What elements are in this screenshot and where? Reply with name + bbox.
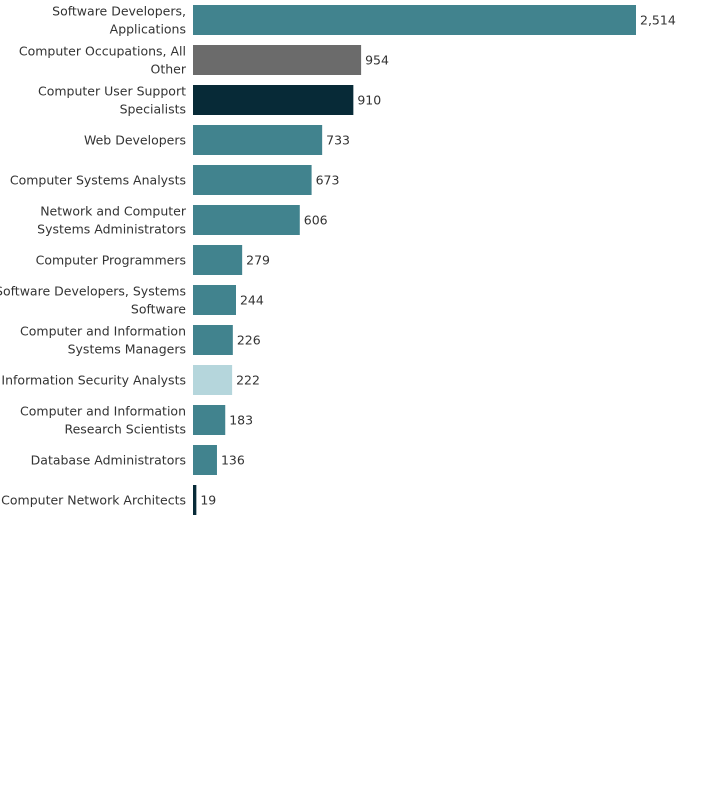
bar xyxy=(193,165,312,195)
value-label: 226 xyxy=(237,333,261,348)
bar xyxy=(193,45,362,75)
value-label: 733 xyxy=(326,133,350,148)
bar xyxy=(193,405,226,435)
value-label: 19 xyxy=(200,493,216,508)
value-label: 136 xyxy=(221,453,245,468)
category-label: Database Administrators xyxy=(31,453,186,468)
category-label: Computer Network Architects xyxy=(1,493,186,508)
category-label: Software Developers, Applications xyxy=(52,4,186,37)
value-label: 673 xyxy=(316,173,340,188)
value-label: 183 xyxy=(229,413,253,428)
bar xyxy=(193,445,217,475)
bar xyxy=(193,485,197,515)
bar xyxy=(193,205,300,235)
category-label: Computer Systems Analysts xyxy=(10,173,186,188)
value-label: 910 xyxy=(357,93,381,108)
bar xyxy=(193,125,323,155)
bar xyxy=(193,285,236,315)
category-label: Software Developers, Systems Software xyxy=(0,284,186,317)
bar xyxy=(193,365,233,395)
bar xyxy=(193,5,636,35)
category-label: Network and Computer Systems Administrato… xyxy=(37,204,187,237)
value-label: 279 xyxy=(246,253,270,268)
value-label: 954 xyxy=(365,53,389,68)
value-label: 606 xyxy=(304,213,328,228)
value-label: 222 xyxy=(236,373,260,388)
category-label: Information Security Analysts xyxy=(1,373,186,388)
category-label: Computer User Support Specialists xyxy=(38,84,186,117)
bar xyxy=(193,245,243,275)
category-label: Computer Occupations, All Other xyxy=(19,44,187,77)
category-label: Web Developers xyxy=(84,133,186,148)
category-label: Computer and Information Research Scienti… xyxy=(20,404,186,437)
category-label: Computer and Information Systems Managers xyxy=(20,324,186,357)
bar xyxy=(193,85,354,115)
value-label: 2,514 xyxy=(640,13,676,28)
bar xyxy=(193,325,233,355)
category-label: Computer Programmers xyxy=(36,253,186,268)
value-label: 244 xyxy=(240,293,264,308)
